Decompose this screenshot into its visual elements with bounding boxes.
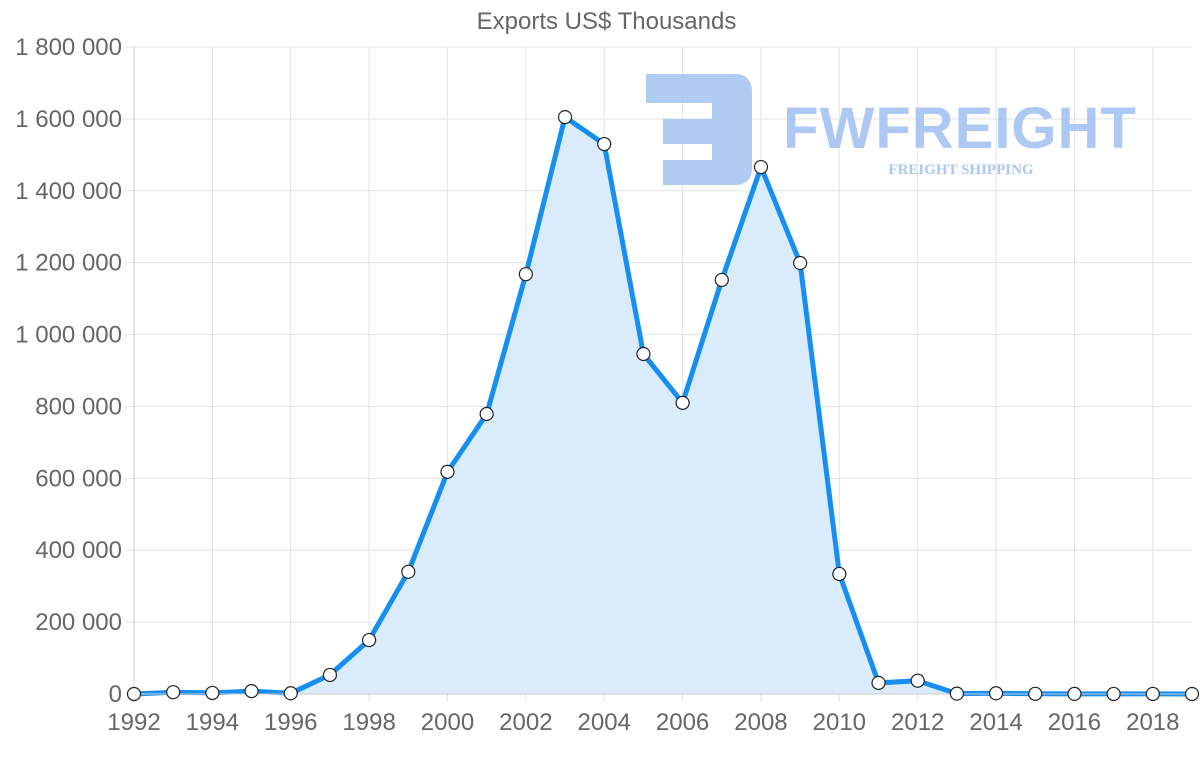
x-tick-label: 2016 [1048, 709, 1101, 736]
data-point-2017[interactable] [1106, 686, 1121, 702]
chart-title: Exports US$ Thousands [476, 8, 737, 35]
y-tick-label: 1 200 000 [15, 250, 122, 277]
series-area [133, 114, 1193, 697]
y-tick-label: 0 [109, 681, 122, 708]
data-point-1994[interactable] [205, 685, 220, 701]
watermark-tagline: FREIGHT SHIPPING [888, 162, 1033, 178]
watermark-logo-icon [646, 74, 752, 185]
x-tick-label: 2010 [813, 709, 866, 736]
data-point-2015[interactable] [1028, 686, 1043, 701]
data-point-1993[interactable] [166, 685, 181, 700]
x-tick-label: 1996 [264, 709, 317, 736]
data-point-2005[interactable] [636, 346, 651, 362]
data-point-2002[interactable] [518, 267, 533, 282]
y-tick-label: 200 000 [35, 609, 122, 636]
data-point-2010[interactable] [832, 566, 847, 582]
data-point-2019[interactable] [1184, 686, 1200, 702]
y-tick-label: 1 000 000 [15, 322, 122, 349]
data-points [126, 109, 1200, 702]
y-tick-label: 600 000 [35, 465, 122, 492]
axes: 0 200 000 400 000 600 000 800 000 1 000 000 1 … [15, 34, 1192, 736]
y-tick-label: 800 000 [35, 393, 122, 420]
x-tick-label: 2012 [891, 709, 944, 736]
y-tick-label: 1 600 000 [15, 106, 122, 133]
data-point-2006[interactable] [675, 395, 690, 410]
area-fill [134, 117, 1192, 695]
data-point-2016[interactable] [1067, 686, 1082, 701]
x-tick-label: 2014 [969, 709, 1022, 736]
x-tick-label: 2002 [499, 709, 552, 736]
data-point-1996[interactable] [283, 686, 298, 701]
x-tick-label: 2006 [656, 709, 709, 736]
x-tick-label: 2000 [421, 709, 474, 736]
y-tick-label: 1 400 000 [15, 178, 122, 205]
data-point-2004[interactable] [597, 136, 612, 152]
data-point-2008[interactable] [753, 159, 769, 175]
x-tick-label: 2004 [578, 709, 631, 736]
data-point-1999[interactable] [401, 564, 416, 579]
data-point-1998[interactable] [362, 632, 377, 648]
y-tick-label: 400 000 [35, 537, 122, 564]
x-tick-label: 2008 [734, 709, 787, 736]
x-tick-label: 2018 [1126, 709, 1179, 736]
x-tick-label: 1994 [186, 709, 239, 736]
data-point-2007[interactable] [714, 272, 729, 288]
y-tick-label: 1 800 000 [15, 34, 122, 61]
data-point-2003[interactable] [557, 109, 573, 125]
data-point-2012[interactable] [910, 673, 925, 688]
data-point-2011[interactable] [871, 675, 886, 690]
watermark-brand: FWFREIGHT [783, 96, 1137, 161]
data-point-2014[interactable] [988, 686, 1004, 701]
data-point-2000[interactable] [440, 464, 455, 479]
data-point-2018[interactable] [1145, 686, 1160, 702]
data-point-2001[interactable] [479, 406, 494, 422]
x-tick-label: 1998 [342, 709, 395, 736]
data-point-1992[interactable] [126, 686, 142, 702]
data-point-1997[interactable] [322, 667, 338, 683]
x-tick-label: 1992 [107, 709, 160, 736]
data-point-2009[interactable] [793, 255, 808, 271]
data-point-1995[interactable] [244, 684, 259, 699]
data-point-2013[interactable] [949, 686, 964, 701]
watermark-logo: FWFREIGHT FREIGHT SHIPPING [646, 74, 1137, 185]
